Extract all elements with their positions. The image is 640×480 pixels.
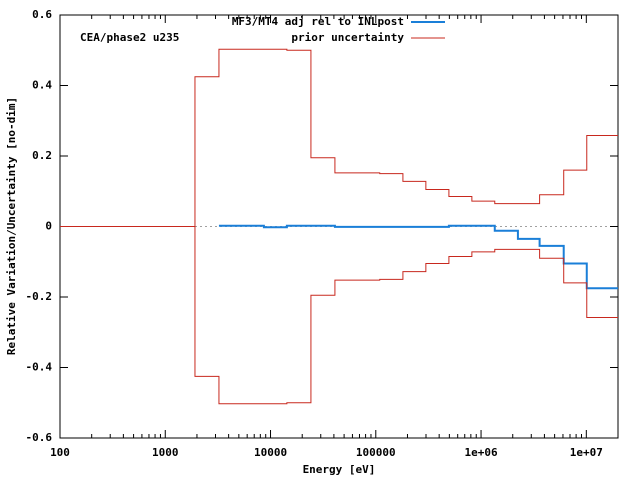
x-axis-label: Energy [eV] — [303, 463, 376, 476]
x-tick-label: 1000 — [152, 446, 179, 459]
y-tick-label: 0.4 — [32, 79, 52, 92]
x-tick-label: 1e+06 — [464, 446, 497, 459]
x-tick-label: 10000 — [254, 446, 287, 459]
step-line — [218, 224, 618, 290]
y-tick-label: 0 — [45, 220, 52, 233]
y-tick-label: 0.2 — [32, 149, 52, 162]
step-line — [60, 226, 618, 405]
y-tick-label: -0.6 — [26, 431, 53, 444]
y-tick-label: -0.4 — [26, 361, 53, 374]
y-tick-label: -0.2 — [26, 290, 53, 303]
legend-label: MF3/MT4 adj rel to INLpost — [232, 15, 404, 28]
x-tick-label: 100 — [50, 446, 70, 459]
y-tick-label: 0.6 — [32, 8, 52, 21]
y-axis-label: Relative Variation/Uncertainty [no-dim] — [5, 97, 18, 355]
annotation: CEA/phase2 u235 — [80, 31, 179, 44]
step-line — [60, 48, 618, 227]
x-tick-label: 100000 — [356, 446, 396, 459]
legend-label: prior uncertainty — [291, 31, 404, 44]
x-tick-label: 1e+07 — [570, 446, 603, 459]
